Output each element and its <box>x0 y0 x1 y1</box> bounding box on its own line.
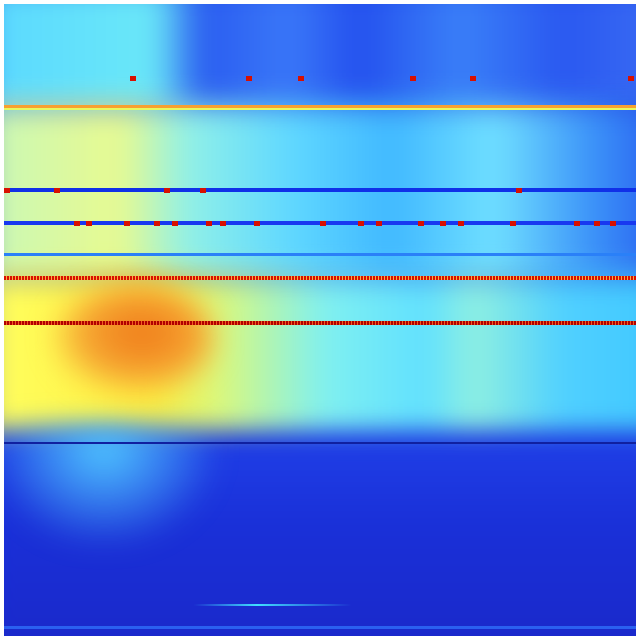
red-marker <box>418 221 424 226</box>
red-marker <box>358 221 364 226</box>
red-marker <box>510 221 516 226</box>
red-marker <box>574 221 580 226</box>
red-marker <box>200 188 206 193</box>
red-marker <box>516 188 522 193</box>
red-marker <box>320 221 326 226</box>
streak-blue-1 <box>4 188 636 192</box>
red-marker <box>124 221 130 226</box>
red-marker <box>54 188 60 193</box>
streak-orange <box>4 105 636 108</box>
red-marker <box>130 76 136 81</box>
red-marker <box>410 76 416 81</box>
red-marker <box>594 221 600 226</box>
upper-region <box>4 104 636 284</box>
red-marker <box>458 221 464 226</box>
red-marker <box>220 221 226 226</box>
red-marker <box>4 188 10 193</box>
red-marker <box>470 76 476 81</box>
streak-bottom <box>4 626 636 629</box>
red-marker <box>628 76 634 81</box>
streak-blue-3 <box>4 253 636 256</box>
red-marker <box>298 76 304 81</box>
streak-yellow <box>4 108 636 110</box>
red-marker <box>86 221 92 226</box>
heatmap-image <box>4 4 636 636</box>
red-marker <box>246 76 252 81</box>
streak-cyan-bottom <box>4 604 636 606</box>
red-marker <box>172 221 178 226</box>
red-marker <box>154 221 160 226</box>
red-marker <box>376 221 382 226</box>
top-region <box>4 4 636 114</box>
streak-red-1 <box>4 276 636 280</box>
orange-hotspot <box>54 284 214 394</box>
red-marker <box>440 221 446 226</box>
red-marker <box>164 188 170 193</box>
red-marker <box>254 221 260 226</box>
red-marker <box>74 221 80 226</box>
red-marker <box>610 221 616 226</box>
streak-dark-1 <box>4 442 636 444</box>
red-marker <box>206 221 212 226</box>
lower-left-fade <box>4 424 214 544</box>
streak-red-2 <box>4 321 636 325</box>
